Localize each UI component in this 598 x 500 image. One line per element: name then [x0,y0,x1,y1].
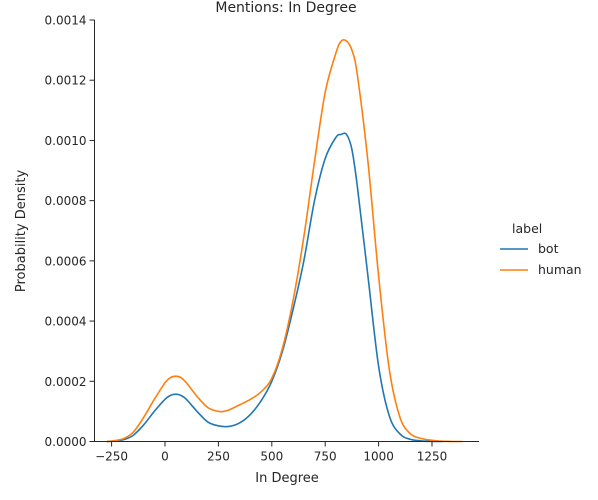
y-tick-label: 0.0014 [45,14,87,28]
x-axis-label: In Degree [255,471,319,486]
chart-title: Mentions: In Degree [215,0,356,16]
y-tick-label: 0.0004 [45,315,87,329]
legend-label-bot: bot [538,241,559,256]
y-tick-label: 0.0008 [45,194,87,208]
y-tick-label: 0.0002 [45,375,87,389]
x-tick-label: 750 [314,450,337,464]
y-axis-label: Probability Density [14,170,29,293]
x-ticks: −250 0 250 500 750 1000 1250 [95,441,448,464]
x-tick-label: 1250 [417,450,448,464]
x-tick-label: 250 [207,450,230,464]
x-tick-label: −250 [95,450,128,464]
y-tick-label: 0.0000 [45,435,87,449]
legend-title: label [512,221,542,236]
series-line-human [106,38,463,443]
y-ticks: 0.0000 0.0002 0.0004 0.0006 0.0008 0.0010 0.00… [45,14,95,449]
x-tick-label: 1000 [363,450,394,464]
legend: label bot human [500,221,582,277]
x-tick-label: 500 [260,450,283,464]
legend-label-human: human [538,262,582,277]
y-tick-label: 0.0012 [45,74,87,88]
plot-area [106,38,463,443]
y-tick-label: 0.0006 [45,254,87,268]
x-tick-label: 0 [161,450,169,464]
y-tick-label: 0.0010 [45,134,87,148]
